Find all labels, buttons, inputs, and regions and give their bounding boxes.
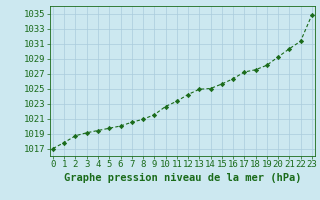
X-axis label: Graphe pression niveau de la mer (hPa): Graphe pression niveau de la mer (hPa)	[64, 173, 301, 183]
